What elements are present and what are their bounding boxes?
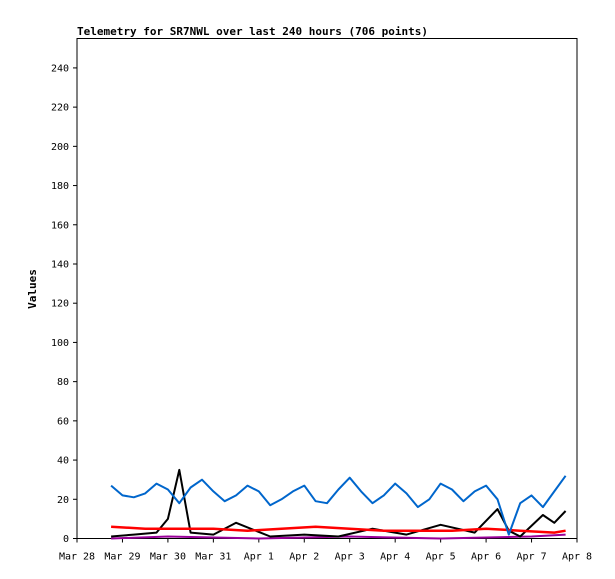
series-line-4 bbox=[111, 533, 566, 540]
x-tick-label: Apr 1 bbox=[244, 552, 274, 563]
x-tick-label: Mar 28 bbox=[59, 552, 95, 563]
x-tick-label: Apr 2 bbox=[289, 552, 319, 563]
y-tick-label: 240 bbox=[51, 63, 69, 74]
y-tick-label: 40 bbox=[57, 456, 69, 467]
y-tick-label: 120 bbox=[51, 299, 69, 310]
chart-title: Telemetry for SR7NWL over last 240 hours… bbox=[77, 25, 428, 38]
x-tick-label: Apr 7 bbox=[516, 552, 546, 563]
x-tick-label: Apr 6 bbox=[471, 552, 501, 563]
x-tick-label: Mar 29 bbox=[104, 552, 140, 563]
x-tick-label: Apr 8 bbox=[562, 552, 592, 563]
plot-frame bbox=[76, 38, 578, 539]
x-tick-label: Apr 3 bbox=[335, 552, 365, 563]
y-axis: 0 20 40 60 80 100 120 140 160 180 200 220 240 bbox=[51, 63, 77, 545]
x-tick-label: Mar 31 bbox=[195, 552, 231, 563]
y-tick-label: 0 bbox=[63, 534, 69, 545]
series-line-2 bbox=[111, 525, 566, 534]
y-tick-label: 200 bbox=[51, 142, 69, 153]
y-axis-label: Values bbox=[26, 269, 39, 309]
y-tick-label: 80 bbox=[57, 377, 69, 388]
y-tick-label: 220 bbox=[51, 103, 69, 114]
x-tick-label: Apr 4 bbox=[380, 552, 410, 563]
y-tick-label: 20 bbox=[57, 495, 69, 506]
series-layer bbox=[110, 468, 567, 540]
y-tick-label: 180 bbox=[51, 181, 69, 192]
series-line-1 bbox=[110, 475, 567, 536]
y-tick-label: 60 bbox=[57, 416, 69, 427]
y-tick-label: 100 bbox=[51, 338, 69, 349]
x-tick-label: Apr 5 bbox=[426, 552, 456, 563]
y-tick-label: 140 bbox=[51, 259, 69, 270]
x-axis: Mar 28 Mar 29 Mar 30 Mar 31 Apr 1 Apr 2 Apr 3 A… bbox=[59, 538, 592, 563]
series-line-3 bbox=[111, 468, 567, 538]
x-tick-label: Mar 30 bbox=[150, 552, 186, 563]
y-tick-label: 160 bbox=[51, 220, 69, 231]
